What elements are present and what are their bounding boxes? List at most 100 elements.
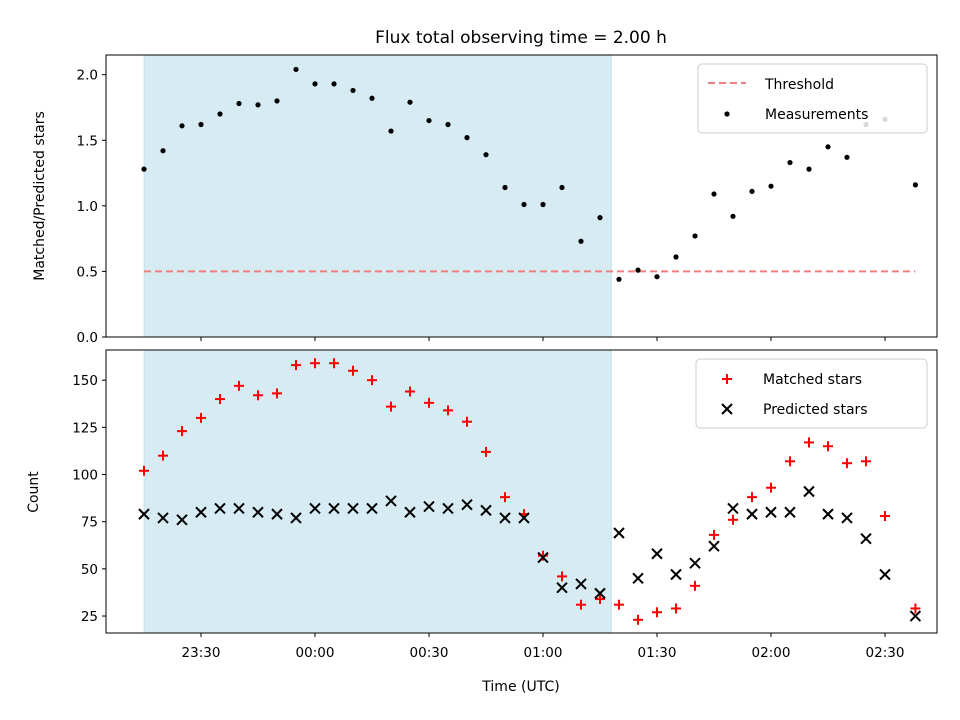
measurement-point	[616, 276, 622, 282]
measurement-point	[825, 144, 831, 150]
predicted-star-point	[252, 506, 264, 518]
legend: Matched stars Predicted stars	[695, 358, 928, 429]
x-axis-label: Time (UTC)	[481, 679, 559, 695]
plot-frame	[105, 54, 938, 338]
measurement-point	[312, 81, 318, 87]
predicted-star-point	[195, 506, 207, 518]
predicted-star-point	[670, 568, 682, 581]
x-tick-label: 01:00	[524, 645, 563, 661]
predicted-star-point	[689, 557, 701, 569]
predicted-star-point	[233, 502, 245, 515]
predicted-star-point	[366, 502, 378, 515]
measurement-point	[768, 183, 774, 189]
count-panel: 25 50 75 100 125 150 23:30 00:00 00:30 01:00 01:3…	[26, 349, 938, 695]
y-tick-label: 75	[81, 515, 98, 531]
measurement-point	[806, 166, 812, 172]
predicted-star-point	[138, 508, 150, 520]
legend-threshold-label: Threshold	[764, 77, 834, 93]
matched-star-point	[576, 599, 586, 610]
measurement-point	[635, 267, 641, 273]
measurement-point	[160, 148, 166, 154]
y-tick-label: 50	[81, 562, 98, 578]
measurement-point	[912, 182, 919, 188]
measurement-point	[787, 159, 793, 166]
predicted-star-point	[746, 508, 758, 520]
measurement-point	[749, 188, 755, 195]
matched-star-point	[481, 446, 491, 457]
legend-measurement-marker	[724, 111, 730, 117]
predicted-star-point	[708, 540, 720, 552]
ratio-panel: 0.00.51.01.52.0 Matched/Predicted stars …	[32, 54, 938, 346]
measurement-point	[388, 128, 394, 134]
y-tick-label: 0.5	[77, 264, 98, 280]
measurement-point	[654, 274, 660, 280]
matched-star-point	[538, 550, 548, 561]
matched-star-point	[880, 511, 890, 522]
shaded-interval	[143, 54, 612, 338]
matched-star-point	[910, 603, 921, 614]
predicted-star-point	[651, 548, 663, 560]
predicted-star-point	[860, 532, 872, 545]
matched-star-point	[804, 437, 814, 448]
predicted-star-point	[879, 568, 891, 581]
matched-star-point	[196, 412, 206, 423]
matched-star-point	[785, 456, 795, 467]
y-tick-label: 25	[81, 609, 98, 625]
predicted-star-point	[461, 498, 473, 511]
y-tick-label: 1.5	[77, 133, 98, 149]
measurement-point	[445, 121, 451, 128]
predicted-star-point	[518, 512, 530, 524]
predicted-star-point	[347, 502, 359, 515]
y-tick-label: 0.0	[77, 330, 98, 346]
measurement-point	[293, 66, 299, 73]
matched-star-point	[728, 514, 738, 525]
measurement-point	[692, 233, 698, 239]
measurement-point	[559, 184, 565, 191]
predicted-star-point	[214, 502, 226, 515]
legend-matched-marker	[722, 374, 732, 384]
matched-star-point	[329, 358, 339, 369]
matched-star-point	[861, 456, 871, 467]
y-axis-label: Matched/Predicted stars	[32, 111, 48, 281]
plot-frame	[105, 349, 938, 634]
predicted-star-point	[613, 527, 625, 539]
predicted-star-point	[385, 495, 397, 507]
matched-star-point	[272, 388, 282, 399]
measurement-point	[217, 111, 223, 117]
legend-matched-label: Matched stars	[763, 372, 862, 388]
matched-star-point	[557, 571, 567, 582]
matched-star-point	[348, 365, 358, 376]
measurement-point	[578, 238, 584, 244]
predicted-star-point	[480, 504, 492, 517]
predicted-star-point	[328, 502, 340, 515]
measurement-point	[502, 184, 508, 191]
measurement-point	[464, 135, 470, 141]
matched-star-point	[177, 426, 187, 437]
matched-star-point	[595, 594, 605, 605]
matched-star-point	[424, 397, 434, 408]
matched-star-point	[709, 529, 719, 540]
predicted-star-point	[176, 514, 188, 526]
measurement-point	[540, 201, 546, 208]
measurement-point	[483, 152, 489, 158]
matched-star-point	[386, 401, 396, 412]
predicted-star-point	[423, 500, 435, 513]
matched-star-point	[234, 380, 244, 391]
matched-star-point	[367, 375, 377, 386]
predicted-star-point	[499, 512, 511, 524]
measurement-point	[255, 102, 261, 108]
predicted-star-point	[765, 506, 777, 518]
matched-star-point	[158, 450, 168, 461]
x-tick-label: 02:30	[866, 645, 905, 661]
legend-predicted-label: Predicted stars	[763, 402, 868, 418]
measurement-point	[350, 87, 356, 94]
y-tick-label: 100	[72, 468, 98, 484]
predicted-star-point	[271, 508, 283, 520]
matched-star-point	[139, 465, 149, 476]
y-tick-label: 2.0	[77, 68, 98, 84]
matched-star-point	[405, 386, 415, 397]
y-tick-label: 150	[72, 373, 98, 389]
matched-star-point	[215, 394, 225, 405]
matched-star-point	[823, 441, 833, 452]
